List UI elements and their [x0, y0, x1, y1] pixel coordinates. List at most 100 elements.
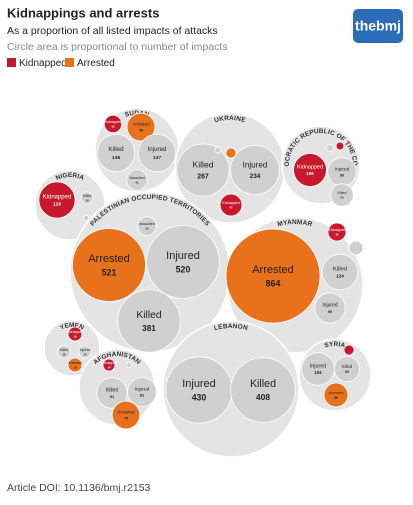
impact-name: Arrested	[132, 122, 150, 127]
country-name: NIGERIA	[55, 172, 85, 182]
impact-value: 32	[335, 232, 339, 236]
impact-name: Injured	[135, 387, 150, 393]
impact-value: 138	[112, 155, 121, 161]
impact-name: Arrested	[117, 410, 135, 415]
impact-bubble	[176, 143, 230, 197]
impact-bubble	[137, 216, 157, 236]
impact-value: 16	[62, 352, 66, 356]
impact-bubble	[103, 114, 123, 134]
impact-name: Injured	[80, 348, 91, 352]
impact-value: 104	[314, 370, 322, 375]
impact-bubble	[225, 147, 237, 159]
impact-name: Kidnapped	[329, 228, 346, 232]
country-bubble	[43, 319, 101, 377]
impact-name: Killed	[136, 310, 161, 321]
impact-name: Killed	[250, 378, 276, 390]
impact-bubble	[125, 361, 133, 369]
impact-bubble	[111, 400, 141, 430]
country-name: MYANMAR	[277, 219, 313, 228]
country-label: SYRIA	[324, 341, 347, 350]
impact-name: Assaulted	[129, 176, 144, 180]
impact-name: Injured	[243, 161, 268, 170]
impact-value: 234	[250, 173, 261, 180]
country-name: UKRAINE	[214, 115, 247, 124]
impact-value: 14	[83, 352, 87, 356]
impact-name: Injured	[148, 146, 167, 153]
impact-bubble	[96, 133, 136, 173]
impact-value: 19	[73, 365, 77, 369]
impact-value: 267	[197, 173, 209, 180]
impact-bubble	[126, 112, 156, 142]
impact-bubble	[82, 214, 90, 222]
impact-bubble	[117, 289, 181, 353]
impact-name: Arrested	[88, 253, 130, 265]
impact-name: Arrested	[329, 390, 344, 395]
impact-bubble	[230, 145, 280, 195]
impact-value: 41	[135, 180, 139, 184]
impact-value: 106	[306, 171, 314, 176]
logo-box	[353, 9, 403, 43]
logo: thebmj	[355, 18, 401, 34]
impact-value: 864	[266, 279, 281, 289]
impact-value: 80	[340, 174, 344, 178]
impact-name: Killed	[106, 388, 118, 394]
impact-name: Killed	[342, 364, 353, 369]
impact-value: 137	[153, 155, 161, 161]
impact-name: Kidnapped	[101, 361, 118, 365]
legend-swatch	[65, 58, 74, 67]
country-label: LEBANON	[213, 323, 248, 332]
impact-bubble	[165, 356, 233, 424]
legend-label: Kidnapped	[19, 58, 67, 69]
country-name: LEBANON	[213, 323, 248, 332]
impact-value: 124	[336, 274, 344, 279]
country-label: MYANMAR	[277, 219, 314, 228]
country-label: UKRAINE	[214, 115, 247, 124]
impact-name: Injured	[166, 250, 200, 262]
impact-bubble	[72, 228, 146, 302]
impact-value: 381	[142, 324, 156, 333]
legend-label: Arrested	[77, 58, 115, 69]
impact-bubble	[127, 377, 157, 407]
impact-bubble	[326, 144, 334, 152]
impact-value: 128	[53, 202, 61, 208]
impact-name: Injured	[335, 167, 350, 173]
impact-value: 47	[229, 205, 233, 209]
impact-value: 82	[140, 394, 144, 398]
impact-value: 14	[107, 365, 111, 369]
impact-bubble	[333, 355, 361, 383]
impact-value: 91	[110, 394, 115, 399]
impact-name: Kidnapped	[67, 330, 84, 334]
impact-bubble	[57, 345, 71, 359]
impact-name: Arrested	[68, 361, 81, 365]
country-name: SYRIA	[324, 341, 346, 350]
impact-value: 34	[145, 226, 149, 230]
impact-value: 408	[256, 392, 270, 402]
impact-bubble	[126, 169, 148, 191]
impact-name: Injured	[182, 378, 215, 390]
impact-name: Injured	[310, 363, 326, 369]
impact-name: Killed	[60, 348, 69, 352]
country-label: NIGERIA	[55, 172, 86, 182]
impact-bubble	[230, 357, 296, 423]
impact-name: Killed	[337, 191, 346, 195]
impact-bubble	[214, 146, 222, 154]
impact-bubble	[321, 253, 359, 291]
impact-bubble	[80, 191, 94, 205]
impact-name: Kidnapped	[297, 164, 323, 170]
impact-name: Assaulted	[139, 222, 154, 226]
impact-value: 430	[192, 393, 207, 403]
impact-bubble	[330, 183, 354, 207]
impact-value: 56	[334, 396, 338, 400]
country-name: YEMEN	[59, 322, 85, 332]
impact-bubble	[102, 358, 116, 372]
impact-bubble	[67, 326, 83, 342]
title: Kidnappings and arrests	[7, 5, 159, 20]
impact-name: Killed	[192, 160, 213, 170]
impact-value: 50	[340, 196, 344, 200]
impact-bubble	[323, 382, 349, 408]
impact-bubble	[67, 357, 83, 373]
impact-value: 520	[176, 265, 191, 275]
legend-swatch	[7, 58, 16, 67]
impact-value: 19	[73, 334, 77, 338]
